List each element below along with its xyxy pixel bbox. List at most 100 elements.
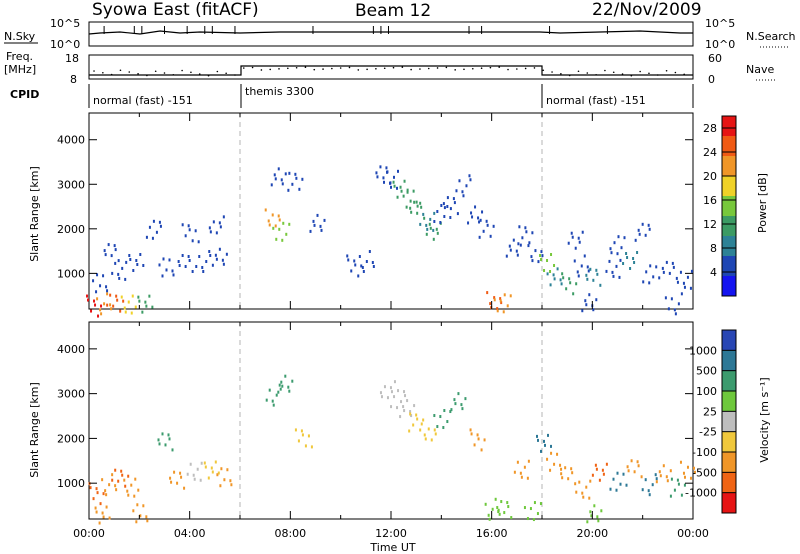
data-cell: [222, 262, 225, 266]
data-cell: [415, 413, 418, 417]
data-cell: [539, 502, 542, 506]
data-cell: [117, 479, 120, 483]
data-cell: [540, 258, 543, 261]
colorbar-swatch: [722, 256, 736, 277]
data-cell: [573, 259, 576, 263]
data-cell: [582, 495, 585, 499]
data-cell: [567, 477, 570, 481]
data-cell: [106, 289, 109, 293]
data-cell: [92, 279, 95, 283]
data-cell: [589, 267, 592, 271]
data-cell: [148, 294, 151, 298]
data-cell: [480, 448, 483, 452]
colorbar-frame: [721, 115, 737, 297]
data-cell: [520, 475, 523, 479]
nave-dot: [507, 68, 509, 71]
data-cell: [426, 227, 429, 231]
data-cell: [385, 166, 388, 170]
data-cell: [204, 465, 207, 469]
data-cell: [659, 474, 662, 478]
nave-dot: [216, 70, 219, 73]
data-cell: [151, 305, 154, 309]
data-cell: [400, 189, 403, 193]
colorbar-tick-label: 20: [703, 170, 717, 183]
colorbar-swatch: [722, 276, 736, 297]
data-cell: [567, 241, 570, 245]
data-cell: [425, 232, 428, 236]
xtick-label: 00:00: [677, 527, 709, 540]
data-cell: [642, 280, 645, 284]
data-cell: [503, 293, 506, 297]
data-cell: [402, 405, 405, 409]
data-cell: [100, 312, 103, 316]
data-cell: [525, 230, 528, 234]
data-cell: [386, 396, 389, 400]
data-cell: [422, 212, 425, 216]
data-cell: [134, 305, 137, 309]
colorbar-swatch: [722, 370, 736, 392]
data-cell: [390, 185, 392, 189]
data-cell: [98, 521, 101, 525]
data-cell: [675, 276, 678, 280]
data-cell: [137, 488, 140, 492]
data-cell: [392, 180, 395, 184]
data-cell: [108, 483, 111, 487]
data-cell: [453, 398, 456, 402]
data-cell: [576, 270, 579, 274]
colorbar-swatch: [722, 330, 736, 351]
data-cell: [679, 460, 682, 464]
data-cell: [683, 483, 686, 487]
nave-dot: [542, 69, 545, 72]
data-cell: [106, 292, 109, 296]
data-cell: [489, 302, 492, 306]
nsearch-tick-top: 10^5: [705, 17, 735, 30]
data-cell: [180, 475, 183, 479]
data-cell: [442, 426, 445, 430]
data-cell: [586, 277, 589, 281]
data-cell: [397, 169, 399, 173]
data-cell: [497, 510, 500, 514]
data-cell: [601, 468, 604, 472]
data-cell: [502, 310, 505, 314]
data-cell: [168, 437, 171, 441]
data-cell: [409, 410, 412, 414]
data-cell: [549, 283, 552, 287]
data-cell: [462, 194, 465, 198]
nave-dot: [419, 68, 421, 70]
data-cell: [410, 414, 413, 418]
power-ylabel: Slant Range [km]: [28, 166, 41, 262]
data-cell: [360, 264, 363, 268]
ytick-label: 4000: [57, 343, 85, 356]
data-cell: [633, 470, 636, 474]
data-cell: [680, 292, 683, 296]
data-cell: [316, 213, 319, 217]
data-cell: [123, 478, 126, 482]
data-cell: [570, 467, 573, 471]
data-cell: [623, 236, 626, 240]
nave-dot: [295, 66, 298, 69]
nave-dot: [181, 69, 183, 72]
data-cell: [393, 175, 395, 179]
data-cell: [456, 212, 459, 216]
data-cell: [486, 291, 489, 295]
freq-unit: [MHz]: [4, 63, 36, 76]
data-cell: [416, 204, 419, 208]
data-cell: [512, 238, 515, 242]
data-cell: [111, 478, 114, 482]
data-cell: [294, 172, 297, 176]
data-cell: [194, 229, 197, 233]
data-cell: [537, 438, 539, 442]
data-cell: [380, 395, 383, 399]
data-cell: [634, 238, 637, 242]
data-cell: [424, 437, 427, 441]
data-cell: [183, 486, 186, 490]
data-cell: [474, 205, 477, 209]
colorbar-tick-label: 1000: [689, 344, 717, 357]
data-cell: [102, 492, 105, 496]
data-cell: [494, 497, 497, 501]
data-cell: [427, 427, 430, 431]
data-cell: [181, 254, 184, 257]
data-cell: [549, 468, 552, 472]
data-cell: [682, 281, 685, 285]
data-cell: [115, 294, 118, 298]
